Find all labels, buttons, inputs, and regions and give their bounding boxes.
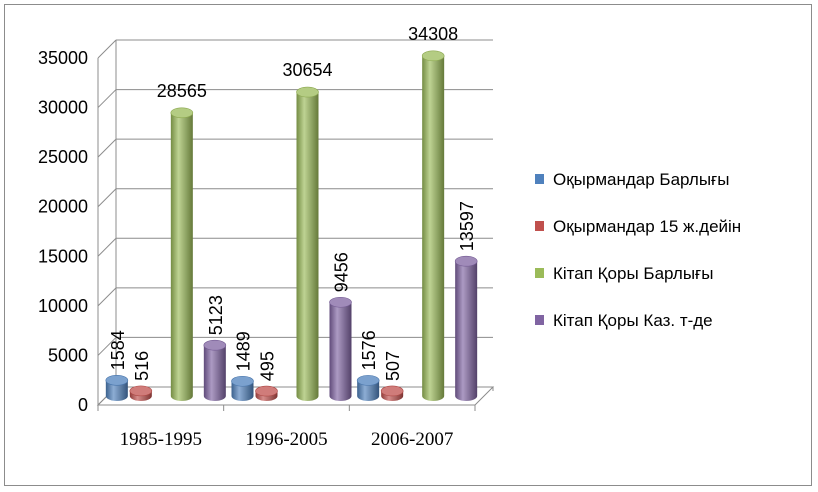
data-label: 9456 <box>332 252 352 292</box>
bar <box>255 385 278 402</box>
legend: Оқырмандар Барлығы Оқырмандар 15 ж.дейін К… <box>535 170 741 330</box>
bar <box>454 255 478 402</box>
legend-item: Оқырмандар Барлығы <box>535 170 729 189</box>
data-label: 28565 <box>157 81 207 101</box>
bar <box>329 296 352 402</box>
gridline-depth <box>97 337 117 356</box>
gridline-depth <box>97 287 117 307</box>
data-label: 34308 <box>408 24 458 44</box>
y-tick-label: 35000 <box>38 48 88 68</box>
legend-label: Оқырмандар Барлығы <box>553 170 729 189</box>
y-axis-tick-labels: 0 5000 10000 15000 20000 25000 30000 35000 <box>38 48 88 415</box>
legend-item: Оқырмандар 15 ж.дейін <box>535 217 741 236</box>
chart-frame: 0 5000 10000 15000 20000 25000 30000 35000 1985… <box>4 4 812 486</box>
bar <box>105 374 129 402</box>
x-category-label: 1985-1995 <box>120 429 202 450</box>
y-tick-label: 25000 <box>38 147 88 167</box>
x-category-label: 1996-2005 <box>245 429 327 450</box>
x-axis-category-labels: 1985-1995 1996-2005 2006-2007 <box>120 429 454 450</box>
legend-item: Кітап Қоры Барлығы <box>535 264 713 283</box>
gridline-depth <box>97 138 117 158</box>
y-tick-label: 20000 <box>38 197 88 217</box>
gridline-depth <box>97 39 117 59</box>
y-tick-label: 30000 <box>38 98 88 118</box>
legend-swatch <box>535 315 544 325</box>
legend-swatch <box>535 174 544 184</box>
data-label: 5123 <box>206 295 226 335</box>
bar <box>129 385 153 402</box>
data-label: 1489 <box>234 331 254 371</box>
bar <box>203 339 227 402</box>
bar <box>356 375 380 402</box>
legend-swatch <box>535 221 544 231</box>
data-label: 507 <box>383 351 403 381</box>
bar <box>380 385 404 402</box>
x-category-label: 2006-2007 <box>371 429 453 450</box>
y-tick-label: 10000 <box>38 296 88 316</box>
data-label: 495 <box>258 351 278 381</box>
data-label: 516 <box>132 351 152 381</box>
legend-swatch <box>535 268 544 278</box>
legend-label: Кітап Қоры Барлығы <box>553 264 713 283</box>
bar <box>421 50 445 402</box>
data-label: 30654 <box>282 60 332 80</box>
legend-item: Кітап Қоры Каз. т-де <box>535 311 713 330</box>
data-labels: 1584 516 28565 5123 1489 495 30654 9456 1576 507 3… <box>108 24 477 381</box>
legend-label: Кітап Қоры Каз. т-де <box>553 311 713 330</box>
bar <box>296 86 319 402</box>
y-tick-label: 0 <box>78 395 88 415</box>
bar-chart: 0 5000 10000 15000 20000 25000 30000 35000 1985… <box>38 24 741 450</box>
data-label: 13597 <box>457 201 477 251</box>
data-label: 1584 <box>108 330 128 370</box>
gridline-depth <box>97 237 117 257</box>
legend-label: Оқырмандар 15 ж.дейін <box>553 217 741 236</box>
gridline-depth <box>97 89 117 108</box>
bars <box>105 50 478 402</box>
bar <box>170 107 194 402</box>
data-label: 1576 <box>359 330 379 370</box>
y-tick-label: 5000 <box>48 345 88 365</box>
y-tick-label: 15000 <box>38 246 88 266</box>
gridline-depth <box>97 188 117 208</box>
bar <box>231 375 254 402</box>
